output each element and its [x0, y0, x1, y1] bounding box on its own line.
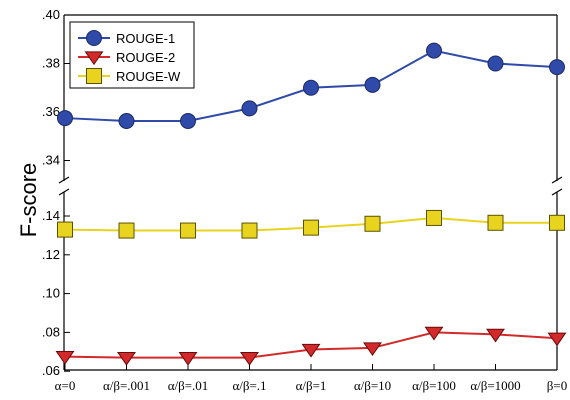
x-tick-label: α=0 — [55, 378, 76, 393]
y-tick-label: .36 — [42, 104, 60, 119]
data-point — [303, 219, 319, 236]
data-point — [487, 214, 504, 231]
x-tick-label: α/β=100 — [412, 378, 456, 393]
data-point — [303, 79, 319, 96]
x-tick-label: α/β=.01 — [168, 378, 209, 393]
data-point — [363, 342, 382, 357]
data-point — [57, 221, 73, 238]
data-point — [547, 332, 567, 347]
legend-label: ROUGE-1 — [116, 31, 175, 46]
x-tick-label: α/β=1000 — [470, 378, 520, 393]
data-point — [84, 51, 104, 66]
series-rouge-1 — [57, 42, 565, 129]
data-point — [55, 351, 75, 365]
legend-label: ROUGE-W — [116, 69, 181, 84]
data-point — [86, 68, 102, 84]
y-tick-label: .14 — [42, 208, 60, 223]
data-point — [426, 209, 442, 226]
data-point — [118, 222, 135, 239]
series-rouge-2 — [55, 326, 567, 366]
data-point — [424, 326, 444, 341]
data-point — [240, 352, 259, 366]
y-tick-label: .10 — [42, 286, 60, 301]
data-point — [364, 76, 381, 93]
data-point — [118, 112, 135, 129]
y-tick-label: .40 — [42, 7, 60, 22]
data-point — [117, 352, 136, 366]
axis-break-mark — [58, 176, 70, 184]
data-point — [364, 215, 381, 232]
y-tick-label: .34 — [42, 153, 60, 168]
data-point — [180, 222, 196, 239]
y-axis-ticks: .34 .36 .38 .40 .06 .08 .10 .12 .14 — [42, 7, 70, 378]
data-point — [178, 352, 198, 366]
data-point — [426, 42, 442, 59]
data-point — [486, 328, 505, 343]
series-layer — [55, 42, 567, 366]
y-tick-label: .38 — [42, 56, 60, 71]
data-point — [487, 55, 504, 72]
data-point — [549, 214, 565, 231]
x-tick-label: α/β=.1 — [232, 378, 266, 393]
x-tick-label: α/β=10 — [354, 378, 391, 393]
data-point — [241, 100, 258, 117]
data-point — [549, 59, 565, 76]
data-point — [180, 112, 196, 129]
series-rouge-w — [57, 209, 565, 239]
axis-break-mark — [551, 188, 563, 196]
axis-break-mark — [58, 188, 70, 196]
y-tick-label: .08 — [42, 324, 60, 339]
y-axis-label: F-score — [16, 163, 41, 238]
axis-break-mark — [551, 176, 563, 184]
x-tick-label: β=0 — [547, 378, 567, 393]
x-axis-ticks: α=0 α/β=.001 α/β=.01 α/β=.1 α/β=1 α/β=10 α/β=1… — [55, 364, 567, 393]
legend: ROUGE-1 ROUGE-2 ROUGE-W — [69, 21, 195, 89]
y-tick-label: .12 — [42, 247, 60, 262]
data-point — [57, 110, 73, 127]
legend-label: ROUGE-2 — [116, 50, 175, 65]
data-point — [301, 343, 321, 358]
data-point — [241, 222, 258, 239]
x-tick-label: α/β=.001 — [103, 378, 150, 393]
y-tick-label: .06 — [42, 363, 60, 378]
data-point — [86, 30, 102, 46]
x-tick-label: α/β=1 — [296, 378, 327, 393]
